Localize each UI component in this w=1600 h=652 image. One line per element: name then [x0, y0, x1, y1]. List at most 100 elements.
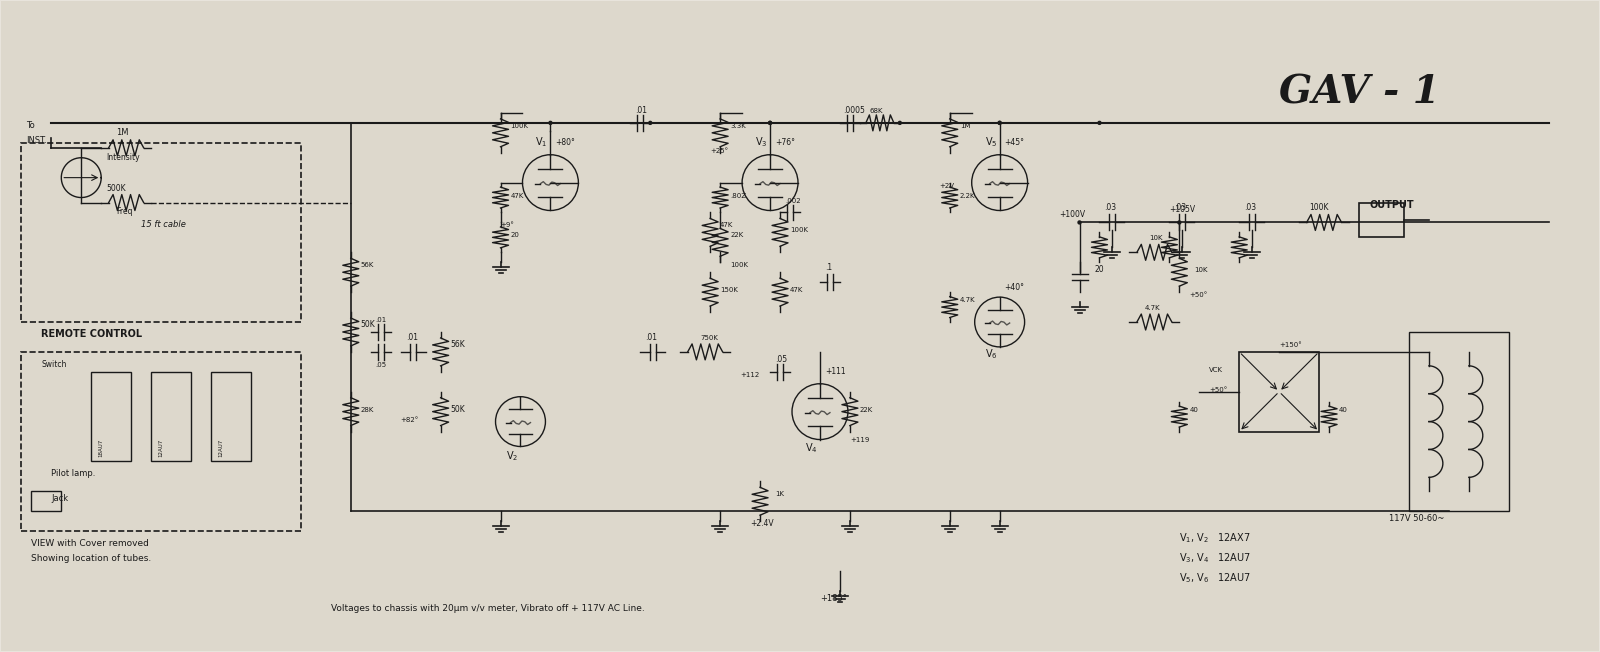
Text: +50°: +50°	[1189, 292, 1208, 298]
Text: 150K: 150K	[720, 287, 738, 293]
Text: +50°: +50°	[1210, 387, 1227, 393]
Text: +82°: +82°	[400, 417, 419, 422]
Text: 47K: 47K	[790, 287, 803, 293]
Bar	[211, 372, 251, 462]
Text: +112: +112	[741, 372, 760, 378]
Circle shape	[998, 121, 1002, 125]
Text: +111: +111	[826, 367, 845, 376]
Text: 12AU7: 12AU7	[158, 439, 163, 458]
Circle shape	[898, 121, 901, 125]
Text: Switch: Switch	[42, 360, 67, 369]
Text: 100K: 100K	[1309, 203, 1328, 213]
Circle shape	[998, 121, 1002, 125]
Text: .03: .03	[1174, 203, 1187, 213]
Text: +76°: +76°	[774, 138, 795, 147]
Text: V$_3$: V$_3$	[755, 135, 768, 149]
Text: 68K: 68K	[870, 108, 883, 114]
Text: 117V 50-60~: 117V 50-60~	[1389, 514, 1445, 523]
Text: Voltages to chassis with 20μm v/v meter, Vibrato off + 117V AC Line.: Voltages to chassis with 20μm v/v meter,…	[331, 604, 645, 613]
Circle shape	[768, 121, 771, 125]
Text: 100K: 100K	[510, 123, 528, 129]
Text: 50K: 50K	[451, 405, 466, 413]
Text: +80°: +80°	[555, 138, 576, 147]
Text: OUTPUT: OUTPUT	[1370, 200, 1414, 209]
Text: V$_5$, V$_6$   12AU7: V$_5$, V$_6$ 12AU7	[1179, 571, 1251, 585]
Text: Freq: Freq	[117, 207, 133, 216]
Text: +185°: +185°	[819, 594, 846, 603]
Text: +100V: +100V	[1059, 211, 1086, 220]
Text: 100K: 100K	[730, 262, 749, 268]
Text: 20: 20	[510, 232, 520, 239]
Text: 4.7K: 4.7K	[1144, 305, 1160, 311]
Circle shape	[1178, 221, 1181, 224]
Text: .0005: .0005	[843, 106, 866, 115]
Text: VCK: VCK	[1210, 367, 1224, 373]
Text: 100K: 100K	[790, 228, 808, 233]
Bar	[1410, 332, 1509, 511]
Text: 40: 40	[1189, 407, 1198, 413]
Text: +2V: +2V	[939, 183, 955, 188]
Text: V$_1$, V$_2$   12AX7: V$_1$, V$_2$ 12AX7	[1179, 531, 1251, 545]
Text: VIEW with Cover removed: VIEW with Cover removed	[32, 539, 149, 548]
Bar	[32, 492, 61, 511]
Text: Showing location of tubes.: Showing location of tubes.	[32, 554, 152, 563]
Text: Pilot lamp.: Pilot lamp.	[51, 469, 96, 479]
Bar	[1358, 203, 1403, 237]
Text: 500K: 500K	[106, 184, 126, 192]
Bar	[150, 372, 190, 462]
Text: 40: 40	[1339, 407, 1347, 413]
Text: 12AU7: 12AU7	[218, 439, 222, 458]
Text: .05: .05	[774, 355, 787, 364]
Text: .05: .05	[376, 362, 387, 368]
Text: 22K: 22K	[730, 232, 744, 239]
Text: 47K: 47K	[720, 222, 733, 228]
Text: 750K: 750K	[701, 335, 718, 341]
Text: +2.4V: +2.4V	[750, 519, 774, 528]
Text: 10K: 10K	[1194, 267, 1208, 273]
Text: Intensity: Intensity	[106, 153, 139, 162]
Text: 56K: 56K	[451, 340, 466, 349]
Text: +9°: +9°	[501, 222, 514, 228]
Text: 1M: 1M	[117, 128, 128, 137]
Text: 4.7K: 4.7K	[960, 297, 976, 303]
Circle shape	[1078, 221, 1082, 224]
Text: .01: .01	[645, 333, 658, 342]
Text: V$_4$: V$_4$	[805, 441, 818, 455]
Text: V$_1$: V$_1$	[536, 135, 547, 149]
Text: To: To	[26, 121, 35, 130]
Circle shape	[768, 121, 771, 125]
Text: 10K: 10K	[1149, 235, 1163, 241]
Circle shape	[1098, 121, 1101, 125]
Bar	[21, 352, 301, 531]
Text: .80Z: .80Z	[730, 192, 746, 199]
Text: 3.3K: 3.3K	[730, 123, 746, 129]
Text: 22K: 22K	[859, 407, 874, 413]
Text: 50K: 50K	[360, 320, 376, 329]
Text: 1K: 1K	[774, 491, 784, 497]
Text: 2.2K: 2.2K	[960, 192, 976, 199]
Bar	[1240, 352, 1318, 432]
Text: .01: .01	[376, 317, 387, 323]
Text: 56K: 56K	[360, 262, 374, 268]
Text: +25°: +25°	[710, 148, 728, 154]
Text: +40°: +40°	[1005, 283, 1024, 292]
Text: +119: +119	[850, 436, 869, 443]
Text: 28K: 28K	[360, 407, 374, 413]
Text: 18AU7: 18AU7	[98, 439, 104, 458]
Circle shape	[549, 121, 552, 125]
Text: V$_6$: V$_6$	[984, 347, 997, 361]
Circle shape	[648, 121, 651, 125]
Text: +45°: +45°	[1005, 138, 1024, 147]
Text: Jack: Jack	[51, 494, 69, 503]
Text: .002: .002	[786, 198, 800, 203]
Text: V$_2$: V$_2$	[506, 449, 518, 463]
Text: V$_5$: V$_5$	[984, 135, 997, 149]
Text: V$_3$, V$_4$   12AU7: V$_3$, V$_4$ 12AU7	[1179, 551, 1251, 565]
Text: INST.: INST.	[26, 136, 46, 145]
Text: 15 ft cable: 15 ft cable	[141, 220, 186, 230]
Bar	[21, 143, 301, 322]
Text: .03: .03	[1245, 203, 1256, 213]
Text: +150°: +150°	[1278, 342, 1302, 348]
Bar	[91, 372, 131, 462]
Text: GAV - 1: GAV - 1	[1278, 74, 1440, 112]
